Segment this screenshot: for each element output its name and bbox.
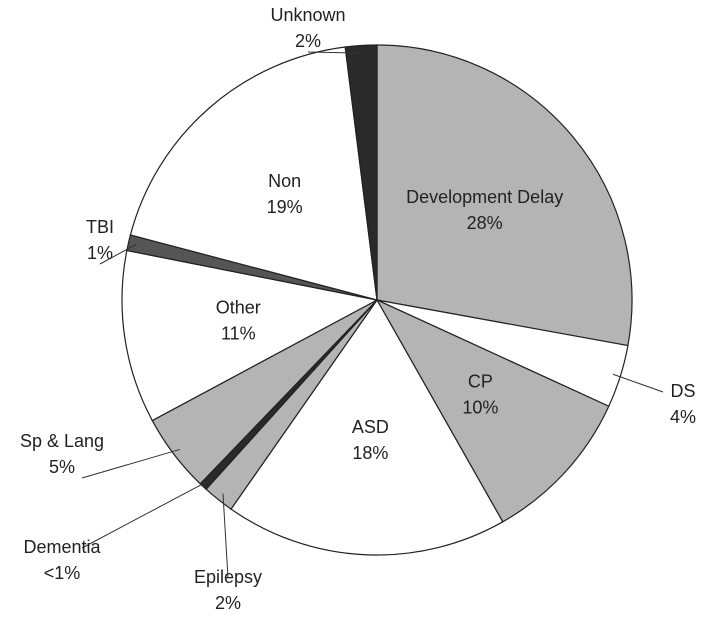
leader-line (307, 51, 362, 54)
slice-value-label: 19% (267, 197, 303, 217)
slice-label: Epilepsy (194, 567, 262, 587)
slice-label: CP (468, 372, 493, 392)
slice-label: ASD (352, 417, 389, 437)
slice-value-label: 10% (462, 398, 498, 418)
pie-slice (344, 44, 378, 301)
slice-label: Non (268, 171, 301, 191)
pie-slice (230, 298, 504, 556)
leader-line (222, 493, 229, 579)
leader-line (612, 373, 664, 393)
slice-value-label: 1% (87, 243, 113, 263)
slice-value-label: 2% (295, 31, 321, 51)
slice-label: DS (670, 381, 695, 401)
leader-line (99, 243, 137, 265)
slice-value-label: 28% (467, 213, 503, 233)
pie-slice (129, 46, 378, 301)
slice-value-label: 11% (221, 323, 256, 343)
pie-slice (375, 298, 610, 523)
slice-value-label: <1% (44, 563, 81, 583)
pie-slice (376, 44, 633, 347)
leader-line (81, 448, 181, 479)
slice-label: TBI (86, 217, 114, 237)
slice-label: Dementia (23, 537, 101, 557)
slice-value-label: 2% (215, 593, 241, 613)
slice-label: Unknown (270, 5, 345, 25)
pie-slice (121, 249, 379, 422)
slice-label: Development Delay (406, 187, 563, 207)
leader-line (81, 480, 209, 549)
slice-label: Sp & Lang (20, 431, 104, 451)
slice-value-label: 18% (352, 443, 388, 463)
slice-value-label: 4% (670, 407, 696, 427)
slice-label: Other (216, 297, 261, 317)
slice-value-label: 5% (49, 457, 75, 477)
